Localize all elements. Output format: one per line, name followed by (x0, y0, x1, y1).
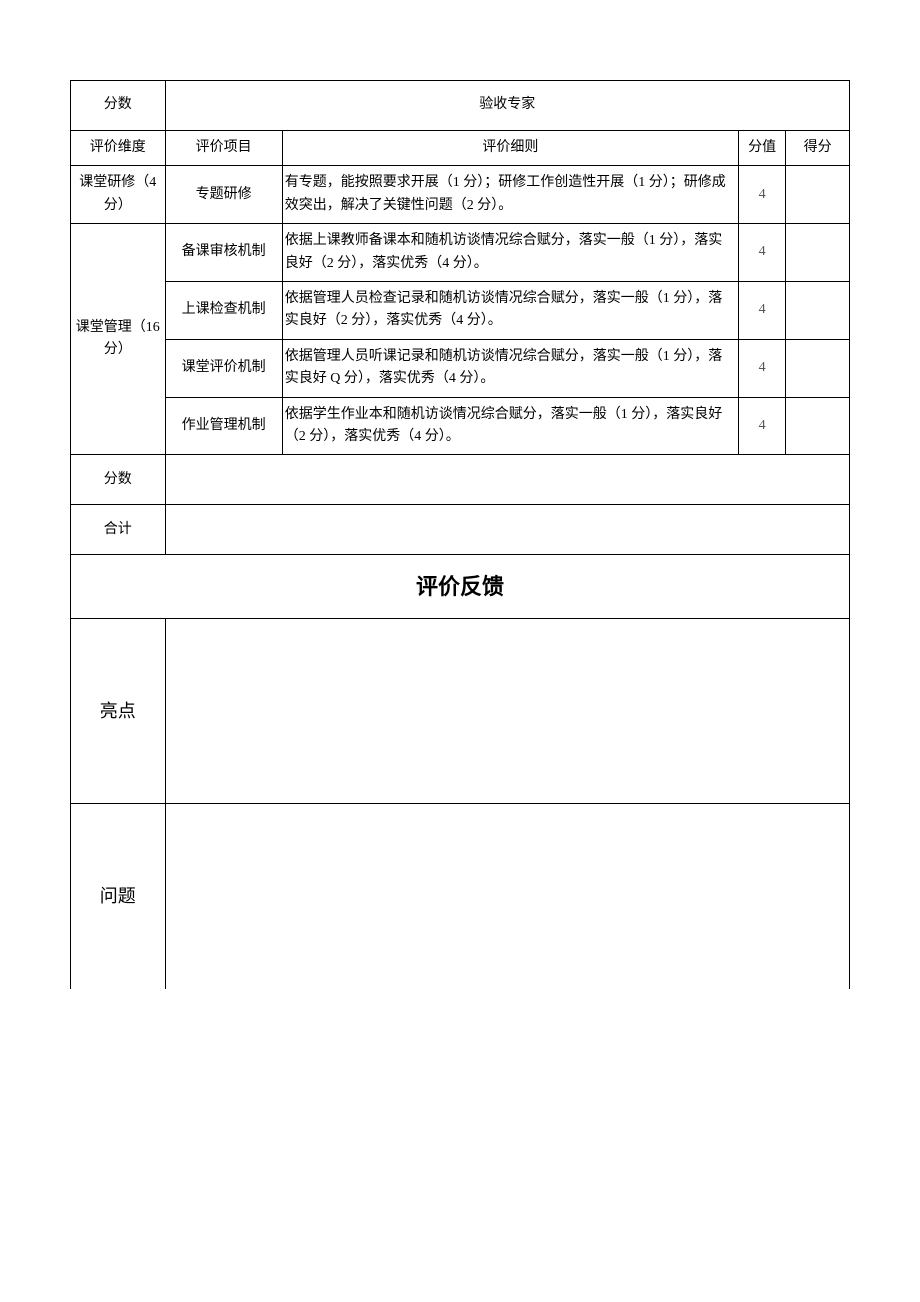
detail-cell: 依据管理人员检查记录和随机访谈情况综合赋分，落实一般（1 分），落实良好（2 分… (282, 281, 738, 339)
dimension-cell: 课堂管理（16 分） (71, 224, 166, 455)
feedback-highlight-content (165, 619, 849, 804)
header-row-2: 评价维度 评价项目 评价细则 分值 得分 (71, 131, 850, 166)
feedback-problem-content (165, 804, 849, 989)
value-cell: 4 (739, 224, 786, 282)
detail-cell: 依据学生作业本和随机访谈情况综合赋分，落实一般（1 分），落实良好（2 分），落… (282, 397, 738, 455)
item-cell: 备课审核机制 (165, 224, 282, 282)
score-cell (786, 339, 850, 397)
table-row: 作业管理机制 依据学生作业本和随机访谈情况综合赋分，落实一般（1 分），落实良好… (71, 397, 850, 455)
score-cell (786, 166, 850, 224)
table-row: 课堂管理（16 分） 备课审核机制 依据上课教师备课本和随机访谈情况综合赋分，落… (71, 224, 850, 282)
footer-score: 分数 (71, 455, 166, 505)
footer-score-row: 分数 (71, 455, 850, 505)
col-value: 分值 (739, 131, 786, 166)
header-row-1: 分数 验收专家 (71, 81, 850, 131)
table-row: 上课检查机制 依据管理人员检查记录和随机访谈情况综合赋分，落实一般（1 分），落… (71, 281, 850, 339)
score-cell (786, 397, 850, 455)
feedback-title-row: 评价反馈 (71, 555, 850, 619)
feedback-problem-row: 问题 (71, 804, 850, 989)
feedback-title: 评价反馈 (71, 555, 850, 619)
value-cell: 4 (739, 339, 786, 397)
value-cell: 4 (739, 281, 786, 339)
feedback-highlight-row: 亮点 (71, 619, 850, 804)
item-cell: 专题研修 (165, 166, 282, 224)
evaluation-table: 分数 验收专家 评价维度 评价项目 评价细则 分值 得分 课堂研修（4 分） 专… (70, 80, 850, 989)
dimension-cell: 课堂研修（4 分） (71, 166, 166, 224)
feedback-problem-label: 问题 (71, 804, 166, 989)
item-cell: 作业管理机制 (165, 397, 282, 455)
item-cell: 课堂评价机制 (165, 339, 282, 397)
header-expert: 验收专家 (165, 81, 849, 131)
feedback-highlight-label: 亮点 (71, 619, 166, 804)
col-detail: 评价细则 (282, 131, 738, 166)
footer-total-row: 合计 (71, 505, 850, 555)
header-score: 分数 (71, 81, 166, 131)
score-cell (786, 224, 850, 282)
col-dimension: 评价维度 (71, 131, 166, 166)
footer-total-value (165, 505, 849, 555)
detail-cell: 有专题，能按照要求开展（1 分）；研修工作创造性开展（1 分）；研修成效突出，解… (282, 166, 738, 224)
footer-score-value (165, 455, 849, 505)
value-cell: 4 (739, 166, 786, 224)
col-score: 得分 (786, 131, 850, 166)
table-row: 课堂研修（4 分） 专题研修 有专题，能按照要求开展（1 分）；研修工作创造性开… (71, 166, 850, 224)
score-cell (786, 281, 850, 339)
item-cell: 上课检查机制 (165, 281, 282, 339)
col-item: 评价项目 (165, 131, 282, 166)
footer-total: 合计 (71, 505, 166, 555)
value-cell: 4 (739, 397, 786, 455)
table-row: 课堂评价机制 依据管理人员听课记录和随机访谈情况综合赋分，落实一般（1 分），落… (71, 339, 850, 397)
detail-cell: 依据管理人员听课记录和随机访谈情况综合赋分，落实一般（1 分），落实良好 Q 分… (282, 339, 738, 397)
detail-cell: 依据上课教师备课本和随机访谈情况综合赋分，落实一般（1 分），落实良好（2 分）… (282, 224, 738, 282)
